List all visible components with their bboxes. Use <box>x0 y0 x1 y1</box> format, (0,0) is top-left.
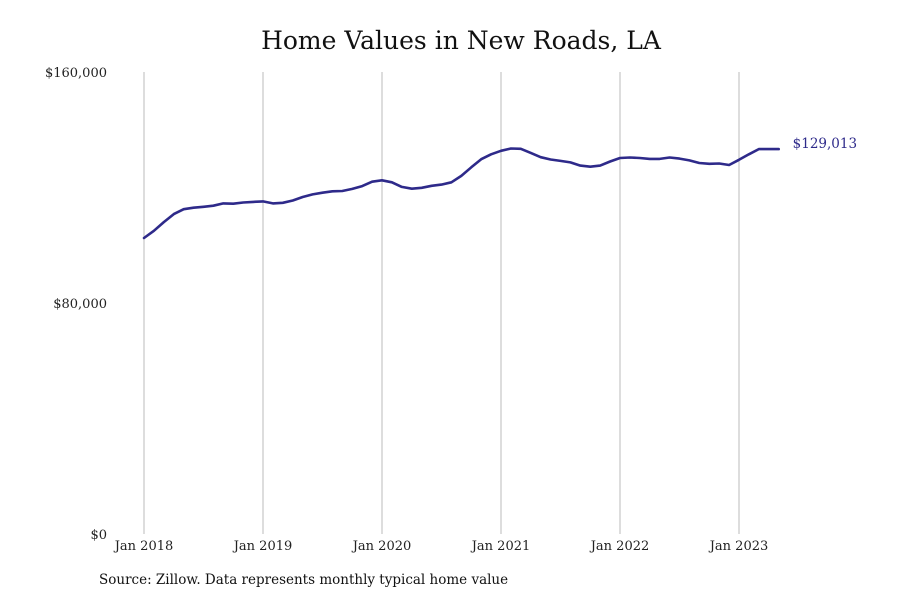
y-tick-label: $0 <box>90 528 107 543</box>
home-value-line <box>142 147 780 240</box>
x-tick-label: Jan 2023 <box>708 539 769 554</box>
end-value-label: $129,013 <box>793 136 857 152</box>
gridlines <box>143 72 740 534</box>
x-tick-label: Jan 2018 <box>113 539 174 554</box>
source-note: Source: Zillow. Data represents monthly … <box>99 572 509 588</box>
y-tick-label: $80,000 <box>53 297 107 312</box>
x-tick-label: Jan 2020 <box>351 539 412 554</box>
x-tick-label: Jan 2022 <box>589 539 650 554</box>
x-tick-label: Jan 2019 <box>232 539 293 554</box>
x-axis-tick-labels: Jan 2018 Jan 2019 Jan 2020 Jan 2021 Jan 2022… <box>113 539 769 554</box>
y-tick-label: $160,000 <box>45 66 107 81</box>
x-tick-label: Jan 2021 <box>470 539 531 554</box>
y-axis-tick-labels: $0 $80,000 $160,000 <box>45 66 107 543</box>
chart-title: Home Values in New Roads, LA <box>261 26 661 55</box>
